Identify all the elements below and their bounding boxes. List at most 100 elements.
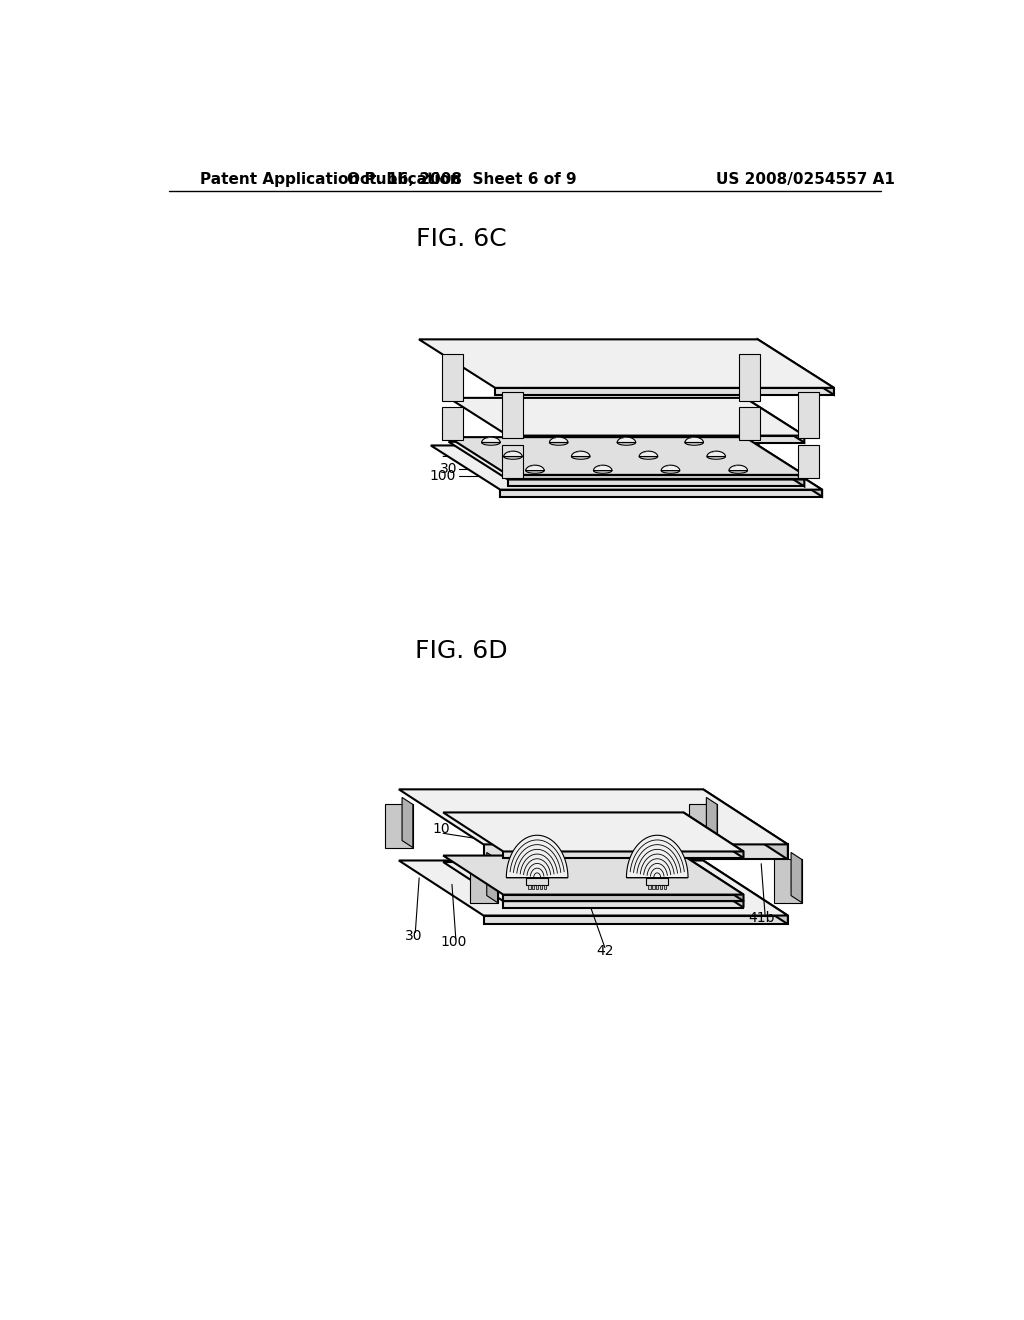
Bar xyxy=(656,886,658,890)
Polygon shape xyxy=(525,465,544,470)
Polygon shape xyxy=(798,445,819,478)
Polygon shape xyxy=(683,855,743,902)
Ellipse shape xyxy=(685,440,703,445)
Polygon shape xyxy=(503,902,743,908)
Polygon shape xyxy=(385,804,413,847)
Polygon shape xyxy=(662,465,680,470)
Polygon shape xyxy=(398,789,787,845)
Polygon shape xyxy=(627,836,688,878)
Polygon shape xyxy=(703,861,787,924)
Polygon shape xyxy=(738,408,760,440)
Polygon shape xyxy=(486,853,498,903)
Bar xyxy=(532,886,535,890)
Polygon shape xyxy=(402,797,413,847)
Ellipse shape xyxy=(550,440,568,445)
Polygon shape xyxy=(745,442,804,487)
Polygon shape xyxy=(745,397,804,442)
Bar xyxy=(652,886,654,890)
Polygon shape xyxy=(689,804,717,847)
Polygon shape xyxy=(398,861,787,916)
Bar xyxy=(540,886,542,890)
Polygon shape xyxy=(745,437,804,479)
Text: US 2008/0254557 A1: US 2008/0254557 A1 xyxy=(716,173,895,187)
Polygon shape xyxy=(502,392,522,438)
Text: 30: 30 xyxy=(406,929,423,942)
Ellipse shape xyxy=(729,467,748,474)
Polygon shape xyxy=(707,451,725,457)
Polygon shape xyxy=(449,437,804,475)
Polygon shape xyxy=(792,853,802,903)
Bar xyxy=(664,886,666,890)
Text: Patent Application Publication: Patent Application Publication xyxy=(200,173,461,187)
Ellipse shape xyxy=(662,467,680,474)
Text: 41a: 41a xyxy=(574,814,600,828)
Polygon shape xyxy=(594,465,612,470)
Text: 41b: 41b xyxy=(748,911,774,924)
Bar xyxy=(526,878,548,886)
Polygon shape xyxy=(449,442,804,479)
Polygon shape xyxy=(758,339,834,395)
Ellipse shape xyxy=(504,454,522,459)
Polygon shape xyxy=(738,354,760,400)
Polygon shape xyxy=(483,845,787,859)
Text: 41b: 41b xyxy=(453,444,478,457)
Polygon shape xyxy=(617,437,636,442)
Polygon shape xyxy=(753,445,822,496)
Polygon shape xyxy=(483,916,787,924)
Bar xyxy=(528,886,530,890)
Polygon shape xyxy=(503,851,743,858)
Bar xyxy=(646,878,668,886)
Ellipse shape xyxy=(617,440,636,445)
Polygon shape xyxy=(506,836,568,878)
Text: FIG. 6D: FIG. 6D xyxy=(416,639,508,663)
Polygon shape xyxy=(508,436,804,442)
Bar xyxy=(536,886,539,890)
Polygon shape xyxy=(470,859,498,903)
Polygon shape xyxy=(571,451,590,457)
Bar xyxy=(659,886,663,890)
Text: 41: 41 xyxy=(690,803,708,817)
Text: 10: 10 xyxy=(432,822,450,837)
Polygon shape xyxy=(798,392,819,438)
Polygon shape xyxy=(508,475,804,479)
Text: 42: 42 xyxy=(744,442,762,455)
Polygon shape xyxy=(442,408,464,440)
Polygon shape xyxy=(707,797,717,847)
Polygon shape xyxy=(683,862,743,908)
Text: 41a: 41a xyxy=(562,453,589,466)
Polygon shape xyxy=(729,465,748,470)
Text: 42: 42 xyxy=(596,944,613,958)
Polygon shape xyxy=(419,339,834,388)
Polygon shape xyxy=(501,490,822,496)
Text: 100: 100 xyxy=(429,469,456,483)
Text: Oct. 16, 2008  Sheet 6 of 9: Oct. 16, 2008 Sheet 6 of 9 xyxy=(347,173,577,187)
Polygon shape xyxy=(443,855,743,895)
Text: 10: 10 xyxy=(440,446,458,459)
Text: 100: 100 xyxy=(440,935,467,949)
Polygon shape xyxy=(508,479,804,487)
Polygon shape xyxy=(442,354,464,400)
Polygon shape xyxy=(685,437,703,442)
Polygon shape xyxy=(449,397,804,436)
Text: FIG. 6C: FIG. 6C xyxy=(417,227,507,251)
Polygon shape xyxy=(504,451,522,457)
Polygon shape xyxy=(683,812,743,858)
Bar xyxy=(648,886,650,890)
Polygon shape xyxy=(431,445,822,490)
Polygon shape xyxy=(639,451,657,457)
Polygon shape xyxy=(550,437,568,442)
Polygon shape xyxy=(703,789,787,859)
Polygon shape xyxy=(443,812,743,851)
Text: 41: 41 xyxy=(605,354,624,368)
Polygon shape xyxy=(496,388,834,395)
Ellipse shape xyxy=(571,454,590,459)
Ellipse shape xyxy=(525,467,544,474)
Ellipse shape xyxy=(639,454,657,459)
Ellipse shape xyxy=(707,454,725,459)
Polygon shape xyxy=(502,445,522,478)
Polygon shape xyxy=(774,859,802,903)
Bar xyxy=(544,886,546,890)
Polygon shape xyxy=(443,862,743,902)
Ellipse shape xyxy=(481,440,500,445)
Ellipse shape xyxy=(594,467,612,474)
